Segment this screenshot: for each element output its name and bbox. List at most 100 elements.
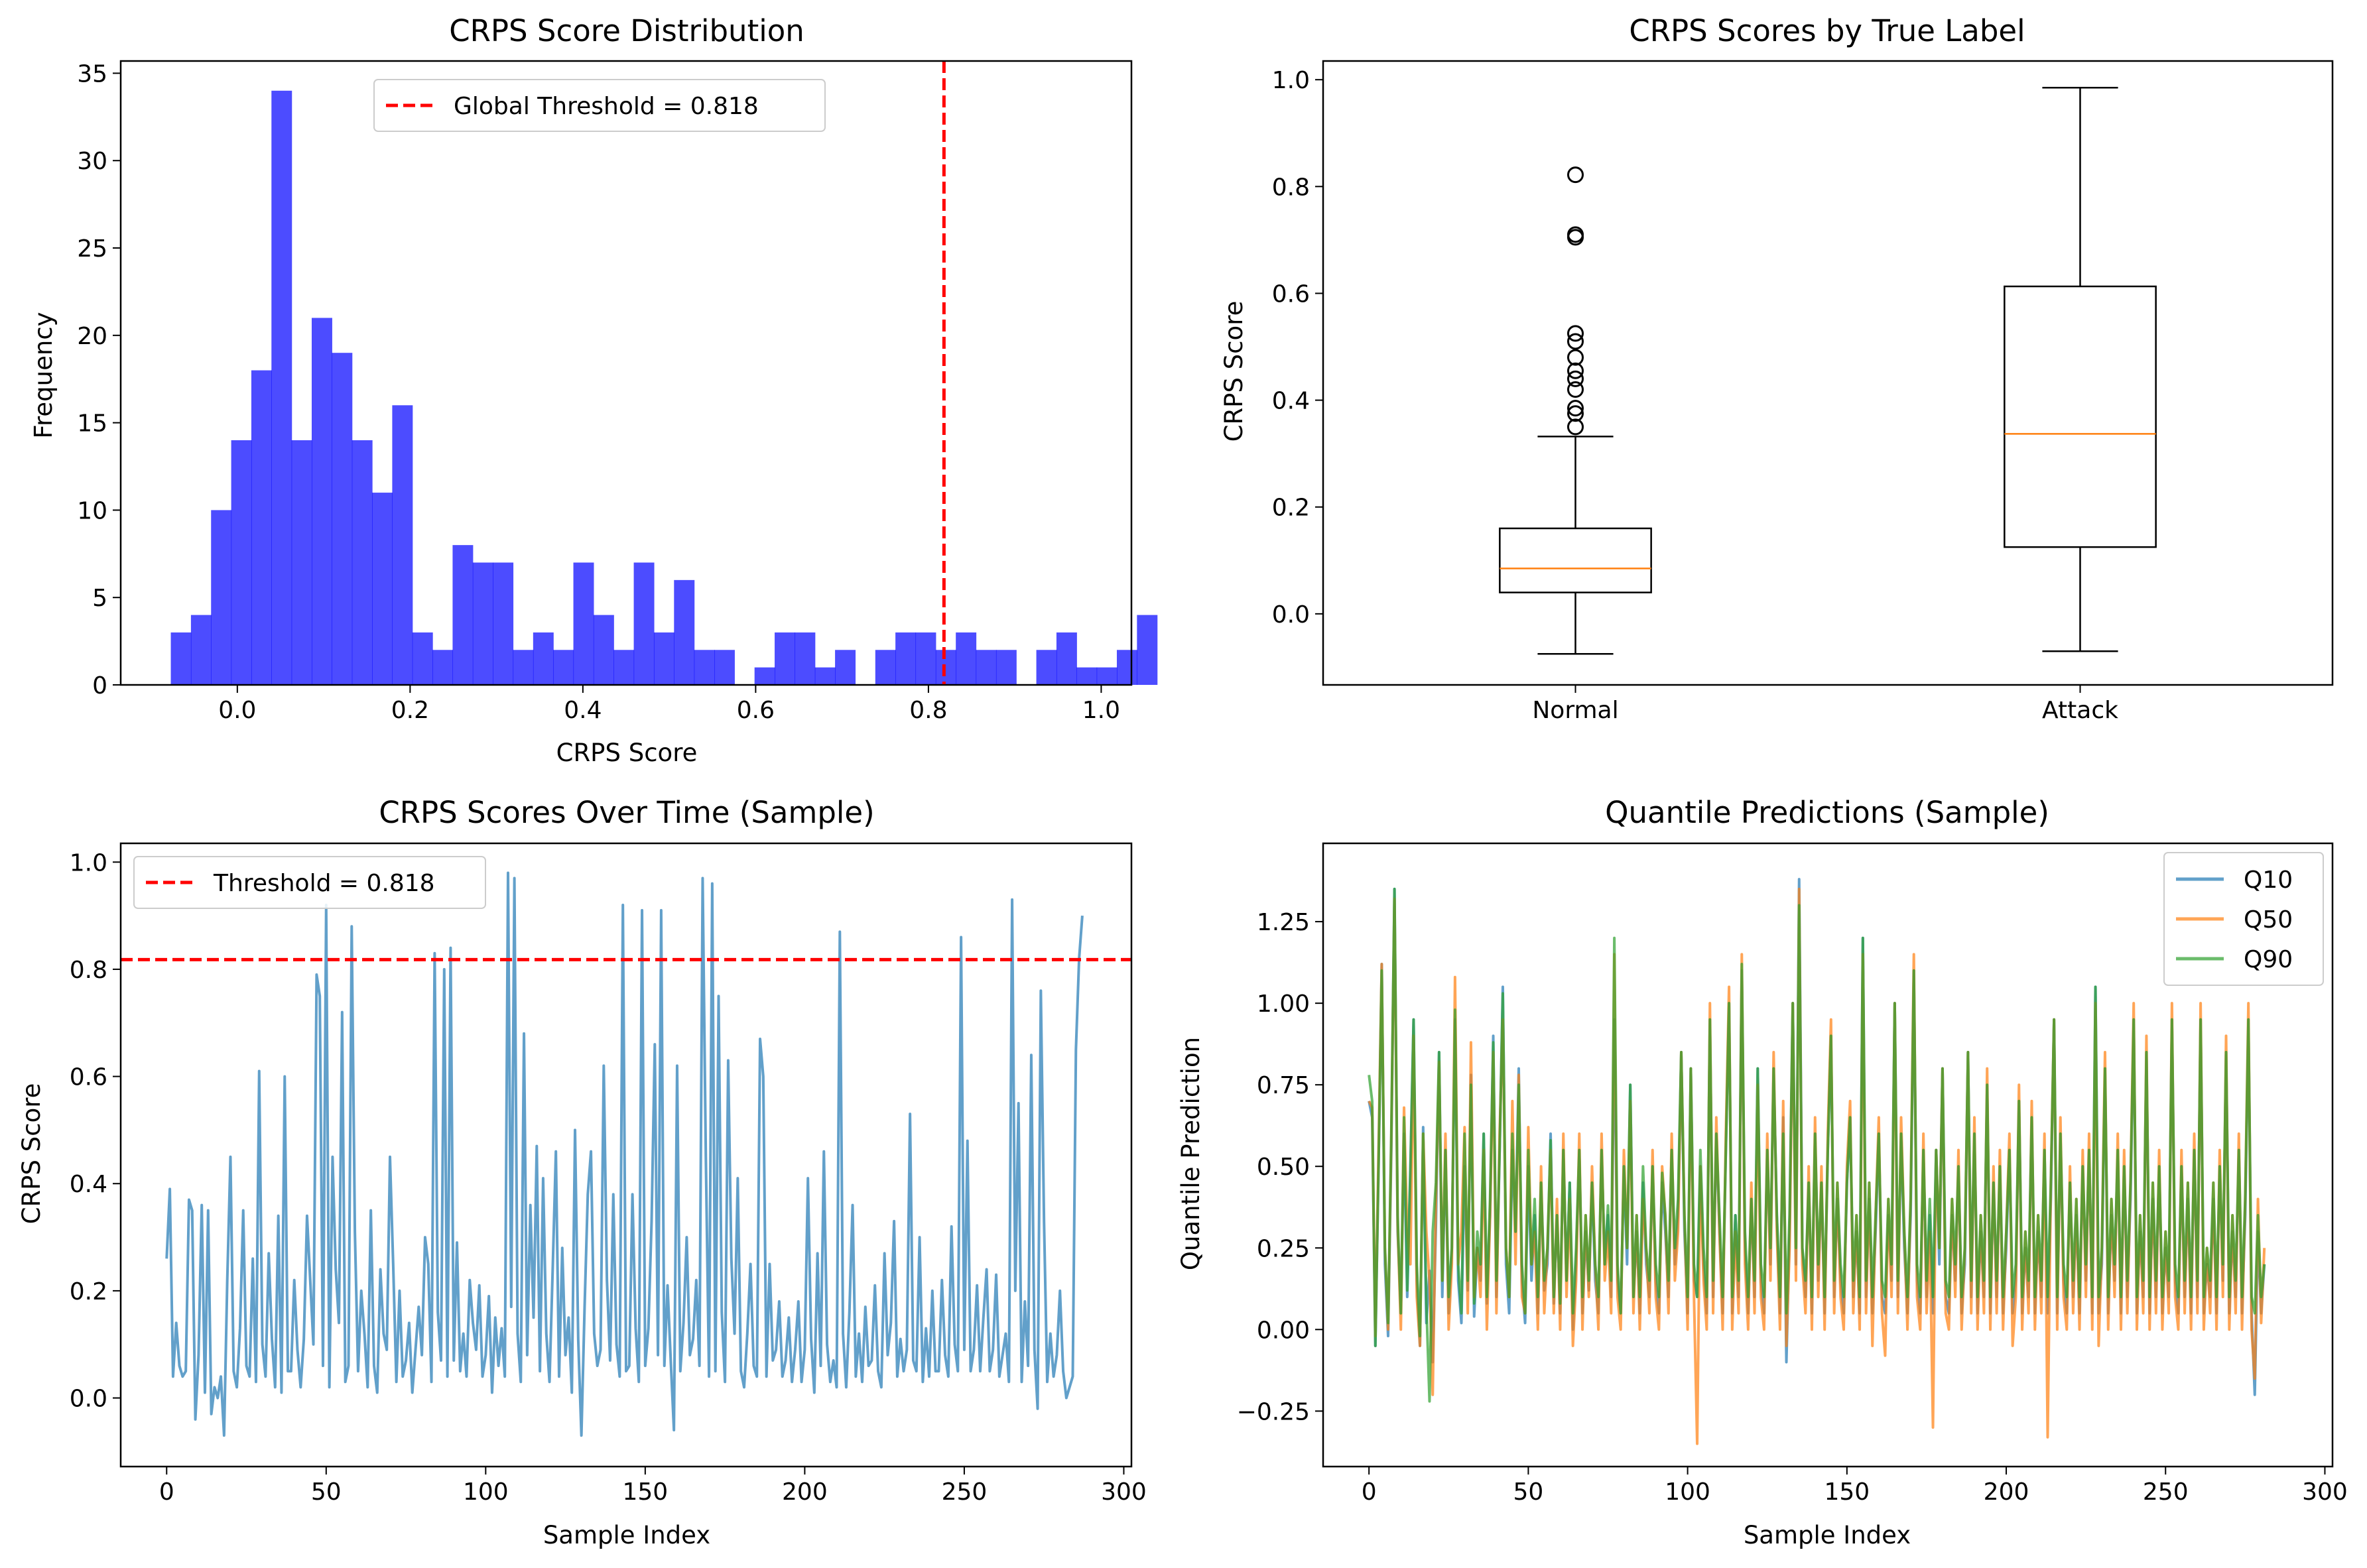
quantile-ytick-label: 0.50 xyxy=(1257,1154,1310,1181)
crps-time-ylabel: CRPS Score xyxy=(17,1083,46,1225)
histogram-bar xyxy=(895,632,917,685)
quantile-ytick-label: −0.25 xyxy=(1237,1398,1310,1425)
quantile-ytick-label: 0.75 xyxy=(1257,1072,1310,1099)
crps-time-legend xyxy=(133,856,486,909)
histogram-bar xyxy=(1036,650,1057,685)
quantile-ytick-label: 0.00 xyxy=(1257,1317,1310,1344)
boxplot-ytick-label: 0.2 xyxy=(1272,495,1310,522)
legend-threshold-label: Global Threshold = 0.818 xyxy=(454,93,759,120)
box-body xyxy=(2004,285,2157,548)
histogram-bar xyxy=(432,650,454,685)
box-outlier xyxy=(1567,381,1584,398)
quantile-xlabel: Sample Index xyxy=(1744,1521,1911,1549)
histogram-xtick-label: 0.8 xyxy=(909,697,947,724)
histogram-xtick-label: 1.0 xyxy=(1082,697,1120,724)
histogram-bar xyxy=(593,615,614,685)
histogram-bar xyxy=(392,405,413,685)
boxplot-ytick-label: 1.0 xyxy=(1272,67,1310,94)
legend-threshold-label: Threshold = 0.818 xyxy=(213,870,435,897)
histogram-bar xyxy=(814,667,836,685)
histogram-xtick-label: 0.2 xyxy=(391,697,429,724)
box-outlier xyxy=(1567,418,1584,436)
histogram-panel: CRPS Score Distribution CRPS Score Frequ… xyxy=(29,13,1158,767)
legend-label-q90: Q90 xyxy=(2244,946,2293,973)
histogram-bar xyxy=(875,650,896,685)
histogram-bar xyxy=(372,493,393,685)
histogram-bar xyxy=(956,632,977,685)
quantile-title: Quantile Predictions (Sample) xyxy=(1605,795,2049,830)
quantile-xtick-label: 300 xyxy=(2302,1478,2348,1506)
histogram-bar xyxy=(452,545,474,685)
boxplot-title: CRPS Scores by True Label xyxy=(1629,13,2025,48)
box-outlier xyxy=(1567,333,1584,350)
quantile-ytick-label: 1.25 xyxy=(1257,909,1310,936)
box-outlier xyxy=(1567,405,1584,422)
boxplot-ytick-label: 0.8 xyxy=(1272,174,1310,201)
histogram-bar xyxy=(573,562,594,685)
crps-time-xtick-label: 150 xyxy=(623,1478,669,1506)
crps-time-ytick-label: 0.6 xyxy=(70,1064,107,1091)
crps-time-ytick-label: 1.0 xyxy=(70,849,107,876)
quantile-ytick-label: 0.25 xyxy=(1257,1235,1310,1262)
crps-time-xtick-label: 100 xyxy=(463,1478,509,1506)
boxplot-ylabel: CRPS Score xyxy=(1220,301,1248,442)
crps-time-axes-frame xyxy=(119,842,1133,1468)
histogram-ytick-label: 15 xyxy=(77,410,107,438)
histogram-ytick-label: 5 xyxy=(92,585,107,612)
histogram-bar xyxy=(1096,667,1118,685)
histogram-bar xyxy=(412,632,433,685)
histogram-bar xyxy=(653,632,674,685)
box-outlier xyxy=(1567,362,1584,379)
histogram-bar xyxy=(995,650,1017,685)
box-outlier xyxy=(1567,400,1584,417)
histogram-bar xyxy=(352,440,373,685)
histogram-xlabel: CRPS Score xyxy=(556,739,698,767)
legend-label-q50: Q50 xyxy=(2244,906,2293,934)
box-body xyxy=(1499,527,1652,593)
histogram-bar xyxy=(271,90,292,686)
quantile-xtick-label: 250 xyxy=(2143,1478,2189,1506)
histogram-bar xyxy=(633,562,655,685)
histogram-bar xyxy=(190,615,212,685)
histogram-bar xyxy=(1076,667,1098,685)
histogram-xtick-label: 0.4 xyxy=(564,697,602,724)
crps-time-xlabel: Sample Index xyxy=(543,1521,710,1549)
histogram-bar xyxy=(472,562,493,685)
boxplot-ytick-label: 0.6 xyxy=(1272,280,1310,308)
crps-time-xtick-label: 0 xyxy=(159,1478,174,1506)
box-outlier xyxy=(1567,370,1584,387)
histogram-bar xyxy=(754,667,775,685)
histogram-ytick-label: 25 xyxy=(77,235,107,263)
quantile-ytick-label: 1.00 xyxy=(1257,991,1310,1018)
crps-series-line xyxy=(165,871,1084,1437)
quantile-xtick-label: 200 xyxy=(1984,1478,2029,1506)
crps-time-xtick-label: 250 xyxy=(942,1478,988,1506)
box-outlier xyxy=(1567,349,1584,366)
boxplot-axes-frame xyxy=(1322,60,2334,686)
histogram-axes-frame xyxy=(119,60,1133,686)
crps-time-ytick-label: 0.0 xyxy=(70,1386,107,1413)
quantile-legend xyxy=(2163,852,2324,986)
histogram-ylabel: Frequency xyxy=(29,312,58,438)
histogram-bar xyxy=(915,632,936,685)
histogram-bar xyxy=(613,650,635,685)
histogram-bar xyxy=(513,650,534,685)
histogram-bar xyxy=(251,370,272,685)
histogram-bar xyxy=(332,353,353,685)
box-outlier xyxy=(1567,325,1584,342)
histogram-xtick-label: 0.6 xyxy=(737,697,775,724)
histogram-bar xyxy=(533,632,554,685)
quantile-xtick-label: 100 xyxy=(1665,1478,1710,1506)
histogram-legend xyxy=(373,79,826,132)
quantile-xtick-label: 0 xyxy=(1362,1478,1377,1506)
histogram-bar xyxy=(493,562,514,685)
boxplot-panel: CRPS Scores by True Label CRPS Score Nor… xyxy=(1220,13,2334,724)
histogram-bar xyxy=(976,650,997,685)
histogram-bar xyxy=(1116,650,1137,685)
histogram-bar xyxy=(835,650,856,685)
crps-time-ytick-label: 0.4 xyxy=(70,1171,107,1198)
histogram-bar xyxy=(211,510,232,685)
histogram-ytick-label: 35 xyxy=(77,60,107,88)
quantile-xtick-label: 50 xyxy=(1513,1478,1543,1506)
